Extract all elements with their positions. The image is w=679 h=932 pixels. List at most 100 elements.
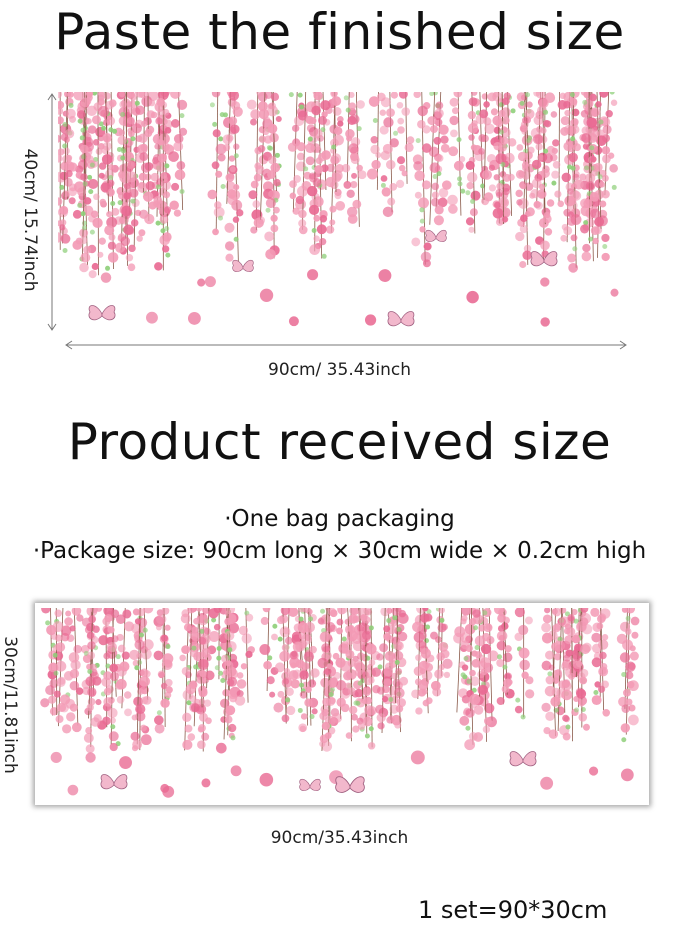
blossom: [191, 626, 199, 634]
blossom: [41, 608, 51, 614]
blossom: [157, 153, 167, 163]
leaf: [89, 229, 95, 235]
blossom: [363, 675, 374, 686]
branch: [163, 608, 166, 728]
blossom: [69, 703, 78, 712]
leaf: [179, 113, 185, 119]
blossom: [95, 699, 102, 706]
blossom: [164, 624, 171, 631]
blossom: [187, 733, 196, 741]
blossom: [540, 168, 550, 178]
blossom: [257, 101, 268, 112]
leaf: [309, 714, 315, 720]
blossom: [412, 621, 423, 633]
blossom: [569, 97, 578, 106]
blossom: [118, 129, 126, 136]
blossom: [469, 618, 477, 626]
blossom: [323, 668, 331, 675]
blossom: [109, 717, 116, 724]
blossom: [184, 724, 193, 733]
blossom: [97, 251, 104, 258]
blossom: [87, 697, 96, 706]
leaf: [105, 265, 111, 271]
leaf: [285, 697, 291, 703]
blossom: [366, 168, 378, 180]
blossom: [484, 703, 495, 714]
blossom: [461, 695, 471, 704]
leaf: [288, 92, 294, 98]
blossom: [411, 237, 421, 247]
blossom: [232, 216, 240, 223]
blossom: [460, 632, 472, 643]
blossom: [176, 161, 186, 170]
blossom: [346, 189, 355, 198]
blossom: [348, 143, 359, 154]
blossom: [537, 154, 544, 161]
blossom: [116, 666, 127, 677]
leaf: [81, 154, 87, 160]
blossom: [106, 216, 118, 228]
blossom: [628, 680, 639, 692]
blossom: [625, 661, 636, 672]
blossom: [610, 99, 618, 106]
blossom: [572, 635, 580, 644]
blossom: [573, 179, 584, 190]
blossom: [58, 92, 63, 99]
leaf: [525, 92, 531, 98]
blossom: [370, 136, 379, 144]
blossom: [211, 92, 221, 98]
leaf: [510, 108, 516, 114]
blossom: [356, 100, 365, 109]
leaf: [130, 198, 136, 204]
blossom: [60, 632, 70, 642]
blossom: [47, 695, 57, 704]
blossom: [375, 704, 385, 715]
blossom: [180, 613, 191, 624]
blossom: [157, 139, 165, 146]
leaf: [570, 165, 576, 171]
blossom: [98, 92, 105, 98]
blossom: [233, 143, 240, 150]
blossom: [197, 614, 209, 626]
blossom: [130, 219, 139, 227]
blossom: [368, 659, 376, 666]
blossom: [422, 699, 430, 707]
blossom: [430, 125, 438, 134]
blossom: [136, 235, 143, 242]
blossom: [107, 241, 117, 250]
blossom: [422, 125, 431, 134]
leaf: [110, 724, 116, 730]
blossom: [568, 197, 577, 206]
blossom: [131, 123, 142, 134]
blossom: [224, 617, 232, 626]
blossom: [138, 229, 146, 237]
blossom: [111, 207, 120, 216]
leaf: [53, 670, 59, 676]
leaf: [569, 92, 575, 98]
falling-blossom: [610, 288, 619, 297]
leaf: [82, 181, 88, 187]
blossom: [256, 92, 265, 97]
blossom: [87, 651, 96, 660]
blossom: [397, 126, 405, 134]
leaf: [551, 180, 557, 186]
blossom: [498, 109, 506, 118]
leaf: [298, 616, 304, 622]
blossom: [140, 734, 152, 746]
leaf: [419, 218, 425, 224]
blossom: [298, 640, 308, 649]
leaf: [68, 102, 74, 108]
blossom: [383, 633, 392, 641]
leaf: [62, 122, 68, 128]
leaf: [465, 725, 471, 731]
blossom: [212, 129, 221, 138]
leaf: [101, 125, 107, 131]
blossom: [542, 214, 552, 224]
leaf: [222, 112, 228, 118]
leaf: [134, 100, 140, 106]
blossom: [93, 193, 100, 201]
blossom: [85, 744, 95, 754]
blossom: [376, 713, 386, 723]
leaf: [209, 102, 215, 108]
blossom: [448, 204, 458, 214]
